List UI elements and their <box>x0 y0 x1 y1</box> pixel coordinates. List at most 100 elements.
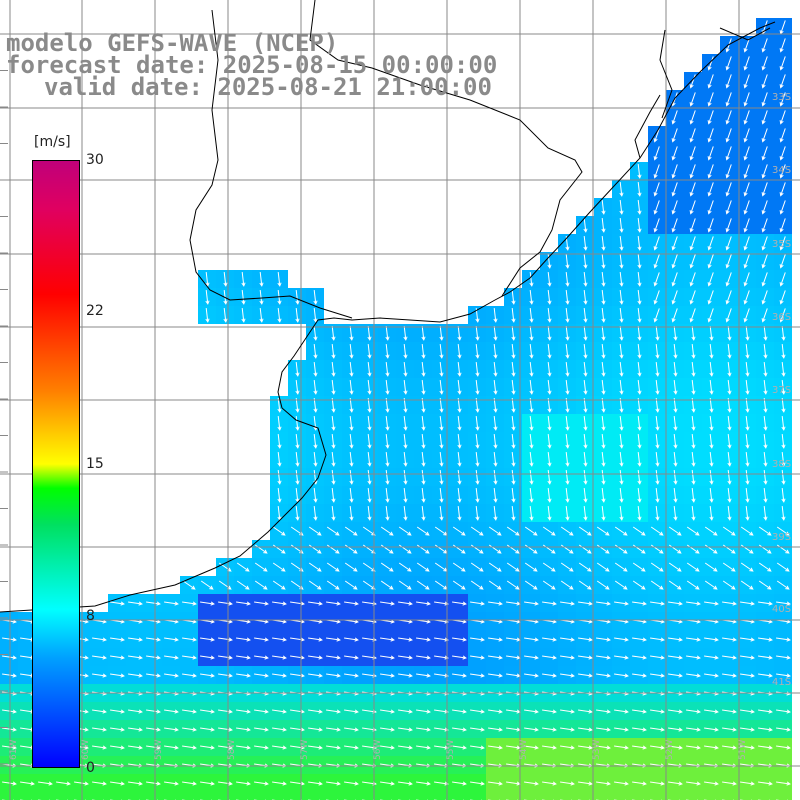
longitude-label: 59W <box>154 740 164 760</box>
wave-arrow <box>542 637 557 642</box>
wave-arrow <box>331 470 336 485</box>
wave-arrow <box>560 781 575 786</box>
wave-arrow <box>686 655 701 660</box>
wave-arrow <box>326 637 341 642</box>
wave-arrow <box>655 416 660 431</box>
wave-arrow <box>524 709 539 714</box>
colorbar-tick-8: 8 <box>86 608 95 624</box>
wave-arrow <box>416 580 430 590</box>
wave-arrow <box>524 727 539 732</box>
wave-arrow <box>722 544 736 554</box>
wave-arrow <box>92 655 107 660</box>
wave-arrow <box>488 601 503 606</box>
wave-arrow <box>547 254 552 269</box>
wave-arrow <box>781 344 786 359</box>
wave-arrow <box>542 601 557 606</box>
wave-arrow <box>596 637 611 642</box>
wave-arrow <box>313 290 318 305</box>
wave-arrow <box>398 580 412 590</box>
wave-arrow <box>671 146 678 161</box>
latitude-label: 41S <box>772 677 791 688</box>
wave-arrow <box>637 272 642 287</box>
wave-arrow <box>200 781 215 786</box>
wave-arrow <box>344 544 358 554</box>
wave-arrow <box>578 580 592 590</box>
wave-arrow <box>493 452 498 467</box>
wave-arrow <box>776 673 791 678</box>
wave-arrow <box>632 781 647 786</box>
wave-arrow <box>272 637 287 642</box>
wave-arrow <box>547 470 552 485</box>
wave-arrow <box>704 526 718 536</box>
wave-cell <box>288 792 306 800</box>
wave-arrow <box>380 526 394 536</box>
wave-arrow <box>511 434 516 449</box>
wave-arrow <box>313 308 318 323</box>
wave-arrow <box>511 488 516 503</box>
wave-arrow <box>218 709 233 714</box>
wave-arrow <box>511 290 516 305</box>
wave-arrow <box>655 488 660 503</box>
wave-arrow <box>277 488 282 503</box>
wave-arrow <box>650 709 665 714</box>
wave-arrow <box>200 709 215 714</box>
wave-arrow <box>236 709 251 714</box>
wave-arrow <box>650 601 665 606</box>
wave-arrow <box>308 781 323 786</box>
wave-arrow <box>452 526 466 536</box>
wave-arrow <box>529 272 534 287</box>
wave-arrow <box>547 506 552 521</box>
wave-arrow <box>727 470 732 485</box>
wave-arrow <box>671 254 678 269</box>
wave-arrow <box>529 344 534 359</box>
wave-arrow <box>583 362 588 377</box>
wave-arrow <box>511 308 516 323</box>
wave-arrow <box>290 709 305 714</box>
wave-arrow <box>560 526 574 536</box>
wave-arrow <box>707 236 714 251</box>
wave-arrow <box>707 254 714 269</box>
wave-arrow <box>704 709 719 714</box>
wave-arrow <box>331 362 336 377</box>
wave-arrow <box>416 745 431 750</box>
wave-arrow <box>691 380 696 395</box>
wave-arrow <box>596 727 611 732</box>
wave-arrow <box>470 745 485 750</box>
wave-arrow <box>434 655 449 660</box>
wave-arrow <box>671 308 678 323</box>
wave-arrow <box>761 236 768 251</box>
wave-arrow <box>529 506 534 521</box>
wave-arrow <box>689 236 696 251</box>
wave-arrow <box>200 727 215 732</box>
latitude-label: 35S <box>772 239 791 250</box>
wave-arrow <box>110 727 125 732</box>
wave-arrow <box>146 745 161 750</box>
wave-arrow <box>398 673 413 678</box>
wave-arrow <box>614 709 629 714</box>
wave-arrow <box>691 452 696 467</box>
wave-arrow <box>493 362 498 377</box>
wave-arrow <box>601 254 606 269</box>
wave-arrow <box>164 709 179 714</box>
wave-arrow <box>601 326 606 341</box>
wave-arrow <box>308 601 323 606</box>
wave-arrow <box>637 218 642 233</box>
colorbar-tick-22: 22 <box>86 303 104 319</box>
wave-arrow <box>601 452 606 467</box>
wave-arrow <box>439 434 444 449</box>
wave-arrow <box>565 380 570 395</box>
wave-arrow <box>596 655 611 660</box>
wave-arrow <box>524 526 538 536</box>
wave-arrow <box>457 506 462 521</box>
wave-arrow <box>403 326 408 341</box>
wave-arrow <box>565 488 570 503</box>
wave-arrow <box>380 637 395 642</box>
wave-arrow <box>488 673 503 678</box>
wave-arrow <box>110 781 125 786</box>
wave-arrow <box>619 362 624 377</box>
longitude-label: 52W <box>665 740 675 760</box>
wave-arrow <box>380 544 394 554</box>
wave-arrow <box>236 655 251 660</box>
wave-arrow <box>344 709 359 714</box>
wave-arrow <box>2 781 17 786</box>
